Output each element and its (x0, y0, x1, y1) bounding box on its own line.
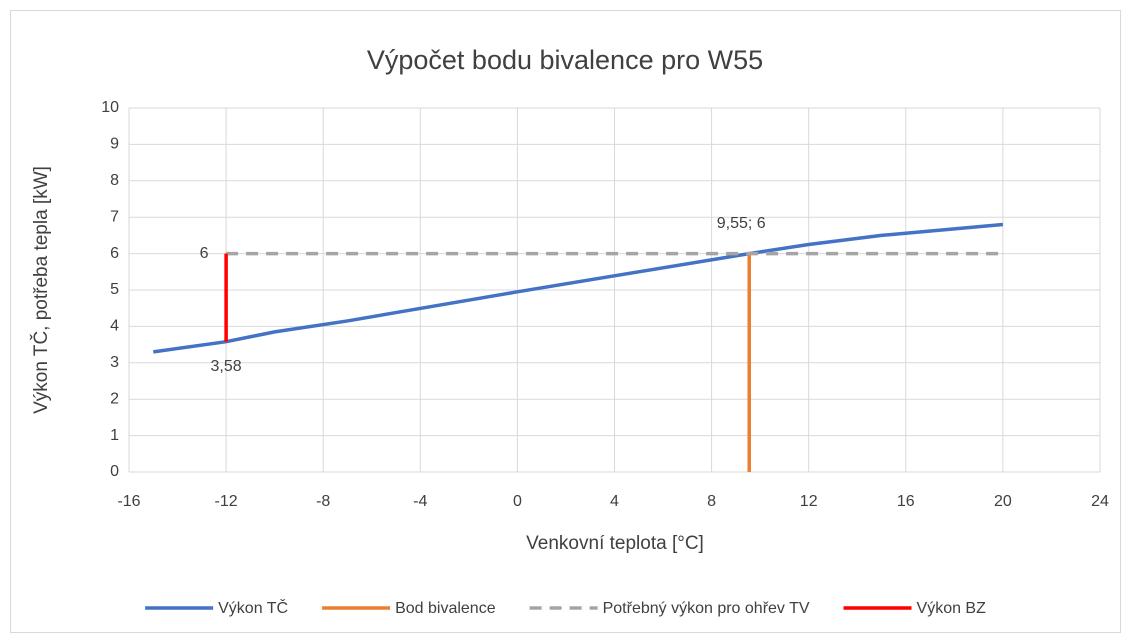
y-tick-label: 8 (110, 172, 119, 189)
y-tick-label: 6 (110, 245, 119, 262)
data-label: 9,55; 6 (717, 215, 766, 232)
x-tick-label: 8 (707, 493, 716, 510)
y-tick-label: 10 (101, 99, 119, 116)
legend-label: Potřebný výkon pro ohřev TV (603, 600, 810, 617)
x-axis-title: Venkovní teplota [°C] (526, 533, 704, 554)
data-label: 3,58 (211, 358, 242, 375)
y-tick-label: 4 (110, 318, 119, 335)
x-tick-label: -16 (117, 493, 140, 510)
y-tick-label: 2 (110, 390, 119, 407)
y-axis-title: Výkon TČ, potřeba tepla [kW] (30, 166, 52, 414)
x-tick-label: 20 (994, 493, 1012, 510)
x-tick-label: -8 (316, 493, 330, 510)
chart-title: Výpočet bodu bivalence pro W55 (367, 45, 763, 75)
y-tick-label: 3 (110, 354, 119, 371)
x-tick-label: 24 (1091, 493, 1109, 510)
legend-label: Bod bivalence (395, 600, 496, 617)
x-tick-label: -12 (215, 493, 238, 510)
y-tick-label: 0 (110, 463, 119, 480)
y-tick-label: 9 (110, 136, 119, 153)
x-tick-label: 12 (800, 493, 818, 510)
y-tick-label: 1 (110, 427, 119, 444)
legend-label: Výkon BZ (917, 600, 987, 617)
legend-label: Výkon TČ (218, 598, 288, 617)
x-tick-label: -4 (413, 493, 427, 510)
chart-border (10, 10, 1121, 633)
series-line (153, 222, 1004, 354)
x-tick-label: 4 (610, 493, 619, 510)
y-tick-label: 7 (110, 208, 119, 225)
data-label: 6 (200, 245, 209, 262)
x-tick-label: 0 (513, 493, 522, 510)
x-tick-label: 16 (897, 493, 915, 510)
y-tick-label: 5 (110, 281, 119, 298)
